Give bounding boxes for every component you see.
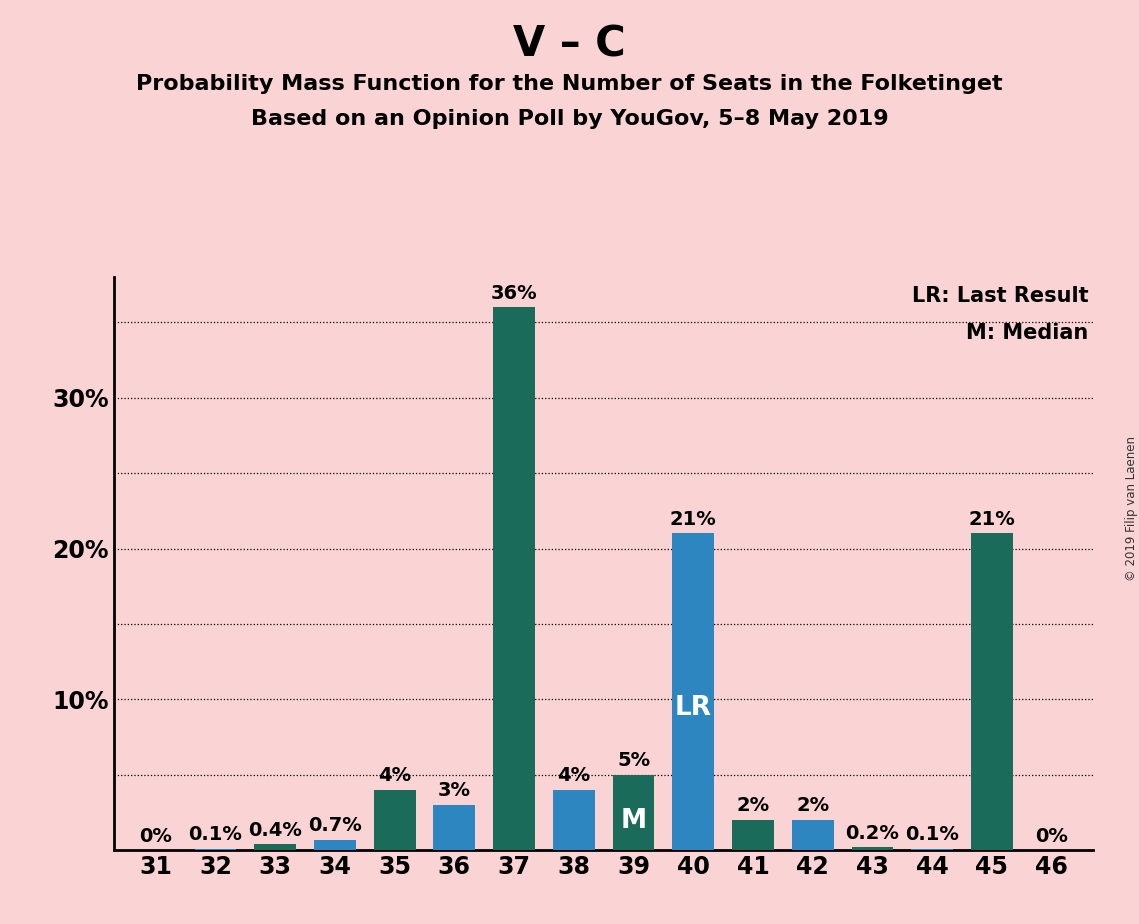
Bar: [672, 533, 714, 850]
Bar: [254, 844, 296, 850]
Text: LR: LR: [674, 695, 712, 721]
Text: 21%: 21%: [670, 510, 716, 529]
Text: © 2019 Filip van Laenen: © 2019 Filip van Laenen: [1124, 436, 1138, 580]
Text: 0%: 0%: [1035, 827, 1068, 846]
Text: 4%: 4%: [557, 766, 590, 785]
Text: 0.2%: 0.2%: [845, 823, 900, 843]
Bar: [911, 848, 953, 850]
Text: 3%: 3%: [437, 782, 470, 800]
Text: V – C: V – C: [514, 23, 625, 65]
Bar: [613, 774, 655, 850]
Bar: [970, 533, 1013, 850]
Text: 21%: 21%: [968, 510, 1015, 529]
Text: 0.1%: 0.1%: [188, 825, 243, 844]
Text: LR: Last Result: LR: Last Result: [912, 286, 1089, 306]
Bar: [792, 820, 834, 850]
Text: 2%: 2%: [796, 796, 829, 815]
Bar: [852, 847, 893, 850]
Bar: [195, 848, 236, 850]
Bar: [493, 308, 535, 850]
Text: Based on an Opinion Poll by YouGov, 5–8 May 2019: Based on an Opinion Poll by YouGov, 5–8 …: [251, 109, 888, 129]
Text: 0%: 0%: [139, 827, 172, 846]
Text: 36%: 36%: [491, 284, 538, 303]
Text: 0.7%: 0.7%: [308, 816, 362, 835]
Bar: [732, 820, 773, 850]
Text: 4%: 4%: [378, 766, 411, 785]
Text: M: M: [621, 808, 647, 834]
Bar: [434, 805, 475, 850]
Text: Probability Mass Function for the Number of Seats in the Folketinget: Probability Mass Function for the Number…: [137, 74, 1002, 94]
Text: M: Median: M: Median: [966, 323, 1089, 343]
Text: 0.1%: 0.1%: [906, 825, 959, 844]
Text: 2%: 2%: [737, 796, 770, 815]
Bar: [314, 840, 355, 850]
Bar: [374, 790, 416, 850]
Text: 0.4%: 0.4%: [248, 821, 302, 840]
Text: 5%: 5%: [617, 751, 650, 771]
Bar: [552, 790, 595, 850]
